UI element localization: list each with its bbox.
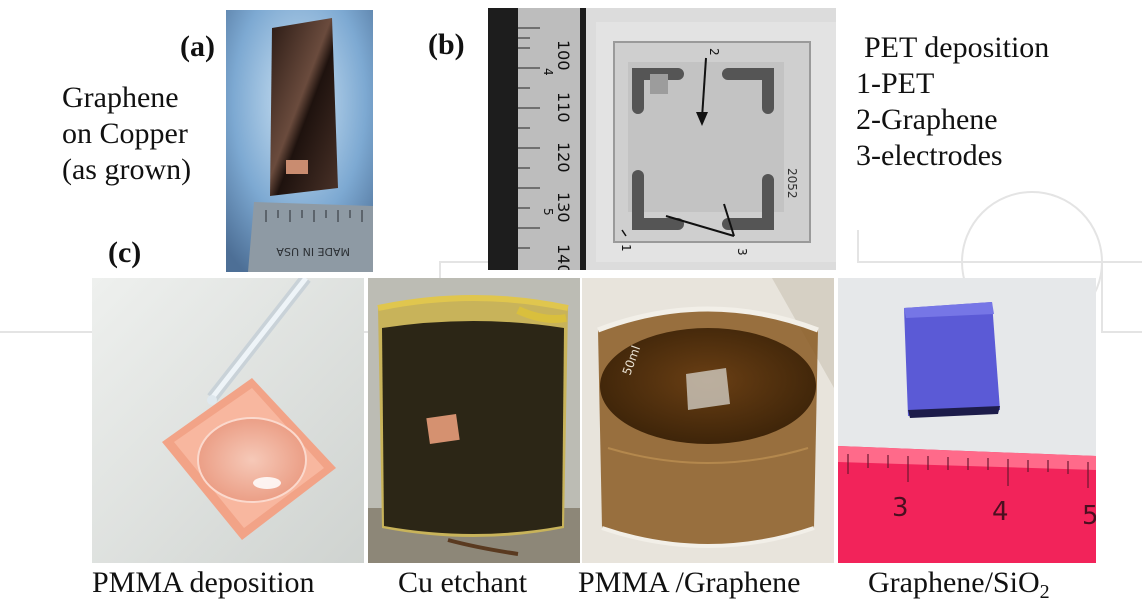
caption-pmma-graphene: PMMA /Graphene: [578, 566, 801, 599]
panel-a-caption: Graphene on Copper (as grown): [62, 80, 191, 188]
panel-a-caption-line: (as grown): [62, 153, 192, 186]
ruler-tick-label: 140: [554, 244, 573, 270]
panel-b-legend: PET deposition 1-PET 2-Graphene 3-electr…: [856, 30, 1050, 174]
panel-a-photo: MADE IN USA: [226, 10, 373, 272]
pmma-graphene-photo: 50ml: [582, 278, 834, 563]
ruler-tick-label: 130: [554, 192, 573, 223]
panel-b-label: (b): [428, 28, 465, 61]
caption-graphene-sio2-main: Graphene/SiO: [868, 566, 1040, 599]
sample-mark: 2052: [785, 168, 799, 199]
panel-a-label: (a): [180, 30, 215, 63]
caption-pmma-deposition: PMMA deposition: [92, 566, 315, 599]
panel-a-caption-line: Graphene: [62, 81, 179, 114]
panel-b-legend-item: 1-PET: [856, 67, 935, 100]
marker-label: 1: [619, 244, 633, 252]
ruler-small-label: 4: [541, 68, 555, 76]
pmma-deposition-photo: [92, 278, 364, 563]
caption-cu-etchant: Cu etchant: [398, 566, 528, 599]
caption-graphene-sio2: Graphene/SiO2: [868, 566, 1050, 604]
panel-b-legend-item: 2-Graphene: [856, 103, 998, 136]
panel-b-legend-item: 3-electrodes: [856, 139, 1003, 172]
ruler-small-label: 5: [541, 208, 555, 216]
caption-graphene-sio2-sub: 2: [1039, 581, 1050, 603]
panel-b-title: PET deposition: [864, 31, 1050, 64]
ruler-tick-label: 3: [892, 493, 909, 523]
ruler-tick-label: 4: [992, 497, 1009, 527]
ruler-tick-label: 100: [554, 40, 573, 71]
marker-label: 3: [735, 248, 749, 256]
graphene-sio2-photo: 3 4 5: [838, 278, 1096, 563]
ruler-tick-label: 5: [1082, 501, 1096, 531]
panel-a-caption-line: on Copper: [62, 117, 188, 150]
panel-c-label: (c): [108, 236, 142, 269]
ruler-tick-label: 120: [554, 142, 573, 173]
panel-b-photo: 100 110 120 130 140 4 5 2 3 1 2052: [488, 8, 836, 270]
ruler-text: MADE IN USA: [276, 245, 350, 258]
marker-label: 2: [707, 48, 721, 56]
cu-etchant-photo: [368, 278, 580, 563]
ruler-tick-label: 110: [554, 92, 573, 123]
